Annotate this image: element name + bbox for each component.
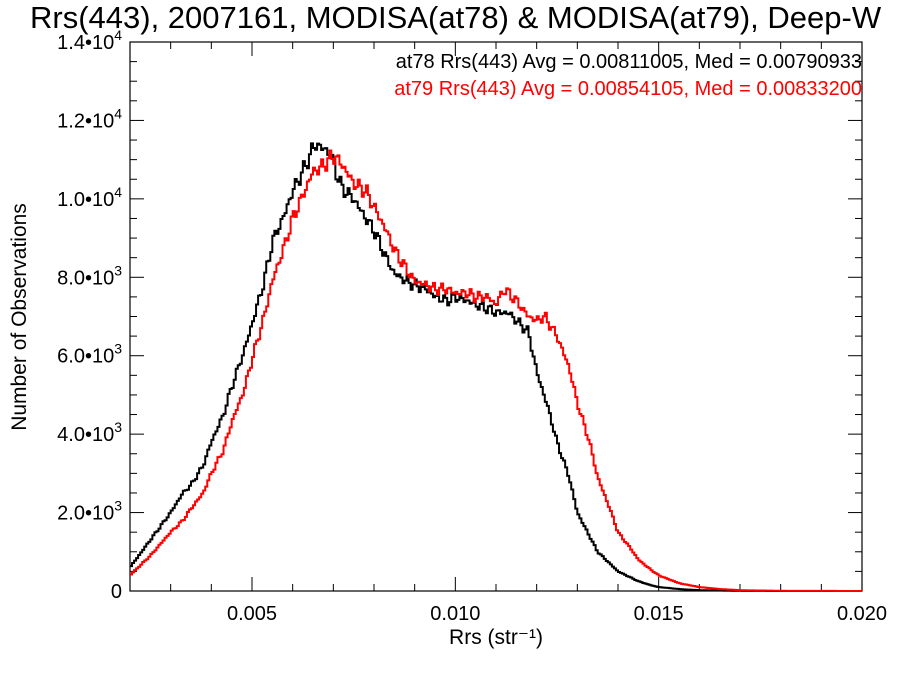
y-axis-tick-labels: 0 2.0•103 4.0•103 6.0•103 8.0•103 1.0•104 1.2•… (57, 27, 122, 603)
series-at78-line (130, 142, 862, 592)
y-tick-label: 0 (111, 581, 122, 603)
y-axis-ticks (130, 41, 862, 592)
y-tick-label: 1.2•104 (57, 105, 122, 132)
x-axis-tick-labels: 0.005 0.010 0.015 0.020 (227, 603, 887, 625)
y-axis-label: Number of Observations (8, 203, 31, 431)
x-tick-label: 0.005 (227, 603, 277, 625)
y-tick-label: 1.0•104 (57, 184, 122, 211)
series-at79-line (130, 149, 862, 592)
legend-series-at78: at78 Rrs(443) Avg = 0.00811005, Med = 0.… (396, 51, 862, 73)
legend-series-at79: at79 Rrs(443) Avg = 0.00854105, Med = 0.… (394, 78, 862, 100)
y-tick-label: 4.0•103 (57, 419, 122, 446)
x-tick-label: 0.015 (634, 603, 684, 625)
x-tick-label: 0.020 (837, 603, 887, 625)
x-tick-label: 0.010 (430, 603, 480, 625)
x-axis-ticks (129, 42, 863, 591)
chart-title: Rrs(443), 2007161, MODISA(at78) & MODISA… (30, 0, 882, 35)
y-tick-label: 2.0•103 (57, 498, 122, 525)
y-tick-label: 6.0•103 (57, 341, 122, 368)
histogram-series (130, 142, 862, 592)
y-tick-label: 8.0•103 (57, 262, 122, 289)
x-axis-label: Rrs (str⁻¹) (449, 626, 543, 649)
y-tick-label: 1.4•104 (57, 27, 122, 54)
